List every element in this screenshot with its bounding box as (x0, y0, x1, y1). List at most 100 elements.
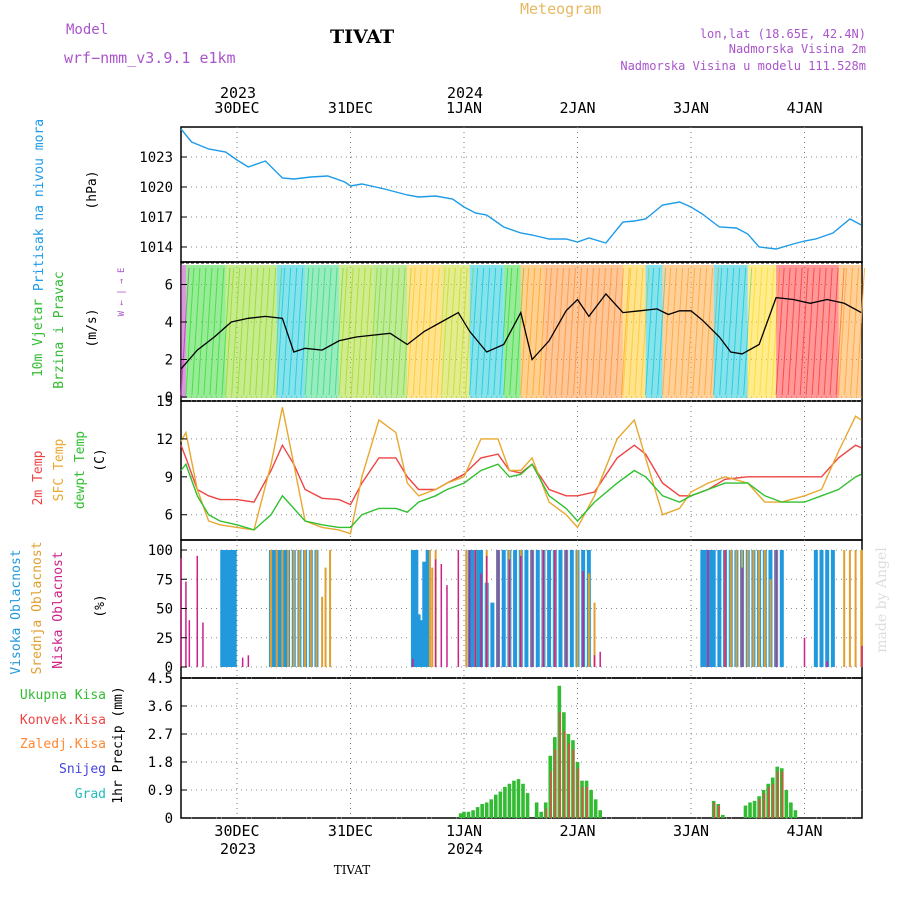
bottom-year-2024: 2024 (447, 840, 483, 858)
wind-barb (185, 267, 195, 396)
low-cloud-bar (241, 657, 244, 667)
wind-barb (328, 267, 338, 396)
mid-cloud-bar (298, 550, 301, 667)
wind-barb (384, 267, 394, 396)
wind-barb (817, 267, 827, 396)
low-cloud-bar (434, 559, 437, 667)
wind-barb (566, 267, 576, 396)
high-cloud-bar (222, 550, 227, 667)
cloud-ytick-label: 75 (156, 572, 173, 588)
mid-cloud-bar (287, 550, 290, 667)
low-cloud-bar (599, 651, 601, 667)
wind-barb (713, 267, 723, 396)
high-cloud-bar (711, 550, 716, 667)
mid-cloud-bar (587, 573, 590, 667)
wind-band (645, 265, 663, 398)
mid-cloud-bar (861, 550, 863, 667)
low-cloud-bar (741, 567, 743, 667)
pressure-ytick-label: 1023 (139, 150, 173, 166)
low-cloud-bar (440, 564, 443, 667)
wind-barb (651, 267, 661, 396)
total-rain-bar (466, 811, 471, 818)
low-cloud-bar (180, 558, 182, 667)
top-day-label: 4JAN (786, 99, 822, 117)
high-cloud-bar (547, 550, 552, 667)
total-rain-bar (471, 810, 475, 818)
wind-barb (787, 267, 797, 396)
wind-barb (686, 267, 696, 396)
convective-rain-bar (717, 805, 720, 818)
high-cloud-bar (513, 550, 518, 667)
mid-cloud-bar (843, 550, 846, 667)
low-cloud-bar (497, 550, 499, 667)
wind-band (441, 265, 470, 398)
high-cloud-bar (282, 550, 287, 667)
low-cloud-bar (457, 550, 460, 667)
pressure-label: Pritisak na nivou mora (32, 119, 47, 291)
wind-barb (430, 267, 440, 396)
wind-barb (231, 267, 241, 396)
mid-cloud-bar (275, 550, 278, 667)
mid-cloud-bar (465, 550, 468, 667)
wind-barb (396, 267, 406, 396)
pressure-ytick-label: 1020 (139, 180, 173, 196)
wind-barb (823, 267, 833, 396)
total-rain-bar (493, 794, 498, 818)
wind-barb (304, 267, 314, 396)
total-rain-bar (507, 783, 512, 818)
wind-barb (747, 267, 757, 396)
high-cloud-bar (490, 602, 495, 667)
total-rain-bar (475, 807, 480, 818)
wind-barb (622, 267, 632, 396)
cloud-panel (180, 550, 863, 667)
low-cloud-bar (593, 655, 596, 667)
high-cloud-bar (700, 550, 705, 667)
pressure-unit: (hPa) (85, 170, 100, 209)
top-day-label: 1JAN (446, 99, 482, 117)
cloud-label-mid: Srednja Oblacnost (30, 541, 45, 674)
high-cloud-bar (475, 550, 480, 667)
wind-barb (634, 267, 644, 396)
mid-cloud-bar (752, 550, 755, 667)
wind-barb (526, 267, 536, 396)
total-rain-bar (598, 810, 602, 818)
temp-label-dew: dewpt Temp (73, 431, 88, 509)
bottom-day-label: 3JAN (673, 822, 709, 840)
wind-speed-line (180, 292, 862, 370)
wind-barb (362, 267, 372, 396)
wind-barb (261, 267, 271, 396)
low-cloud-bar (775, 550, 777, 667)
wind-barb (811, 267, 821, 396)
legend-hail: Grad (75, 787, 106, 802)
wind-label-2: Brzina i Pravac (52, 271, 67, 388)
precip-ytick-label: 0.9 (148, 783, 173, 799)
model-height-text: Nadmorska Visina u modelu 111.528m (620, 59, 866, 73)
convective-rain-bar (767, 786, 770, 818)
total-rain-bar (743, 805, 748, 818)
wind-panel (180, 262, 866, 398)
high-cloud-bar (717, 550, 722, 667)
convective-rain-bar (776, 771, 779, 818)
total-rain-bar (516, 779, 521, 818)
watermark: made by Angel (874, 547, 890, 653)
bottom-day-label: 31DEC (328, 822, 373, 840)
low-cloud-bar (826, 661, 828, 667)
wind-barb (243, 267, 253, 396)
high-cloud-bar (232, 550, 237, 667)
high-cloud-bar (471, 550, 476, 667)
bottom-day-label: 2JAN (559, 822, 595, 840)
precip-panel (181, 677, 862, 819)
low-cloud-bar (724, 550, 726, 667)
high-cloud-bar (524, 550, 529, 667)
wind-barb (775, 267, 785, 396)
mid-cloud-bar (729, 550, 732, 667)
mid-cloud-bar (324, 567, 327, 667)
wind-barb (668, 267, 678, 396)
wind-barb (590, 267, 600, 396)
low-cloud-bar (707, 550, 709, 667)
mid-cloud-bar (321, 596, 324, 667)
precip-unit-label: 1hr Precip (mm) (111, 686, 126, 803)
wind-band (339, 265, 374, 398)
low-cloud-bar (480, 573, 482, 667)
panel-frame-pressure (180, 126, 863, 263)
